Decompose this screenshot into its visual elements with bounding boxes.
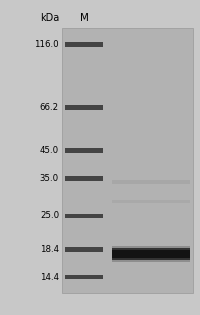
Bar: [65, 248, 103, 252]
Text: 25.0: 25.0: [40, 211, 59, 220]
Bar: [112, 249, 190, 262]
Text: 66.2: 66.2: [40, 103, 59, 112]
Bar: [65, 275, 103, 279]
Bar: [112, 180, 190, 184]
Bar: [112, 248, 190, 260]
Text: M: M: [80, 13, 88, 23]
Text: 35.0: 35.0: [40, 174, 59, 183]
Text: 45.0: 45.0: [40, 146, 59, 155]
Bar: [112, 246, 190, 258]
Bar: [112, 249, 190, 258]
Bar: [65, 105, 103, 110]
Bar: [112, 200, 190, 203]
Text: 116.0: 116.0: [34, 40, 59, 49]
Text: 14.4: 14.4: [40, 273, 59, 282]
Bar: [65, 43, 103, 47]
Bar: [65, 214, 103, 218]
Bar: [62, 28, 193, 293]
Bar: [65, 176, 103, 181]
Bar: [65, 148, 103, 153]
Text: 18.4: 18.4: [40, 245, 59, 255]
Text: kDa: kDa: [40, 13, 59, 23]
